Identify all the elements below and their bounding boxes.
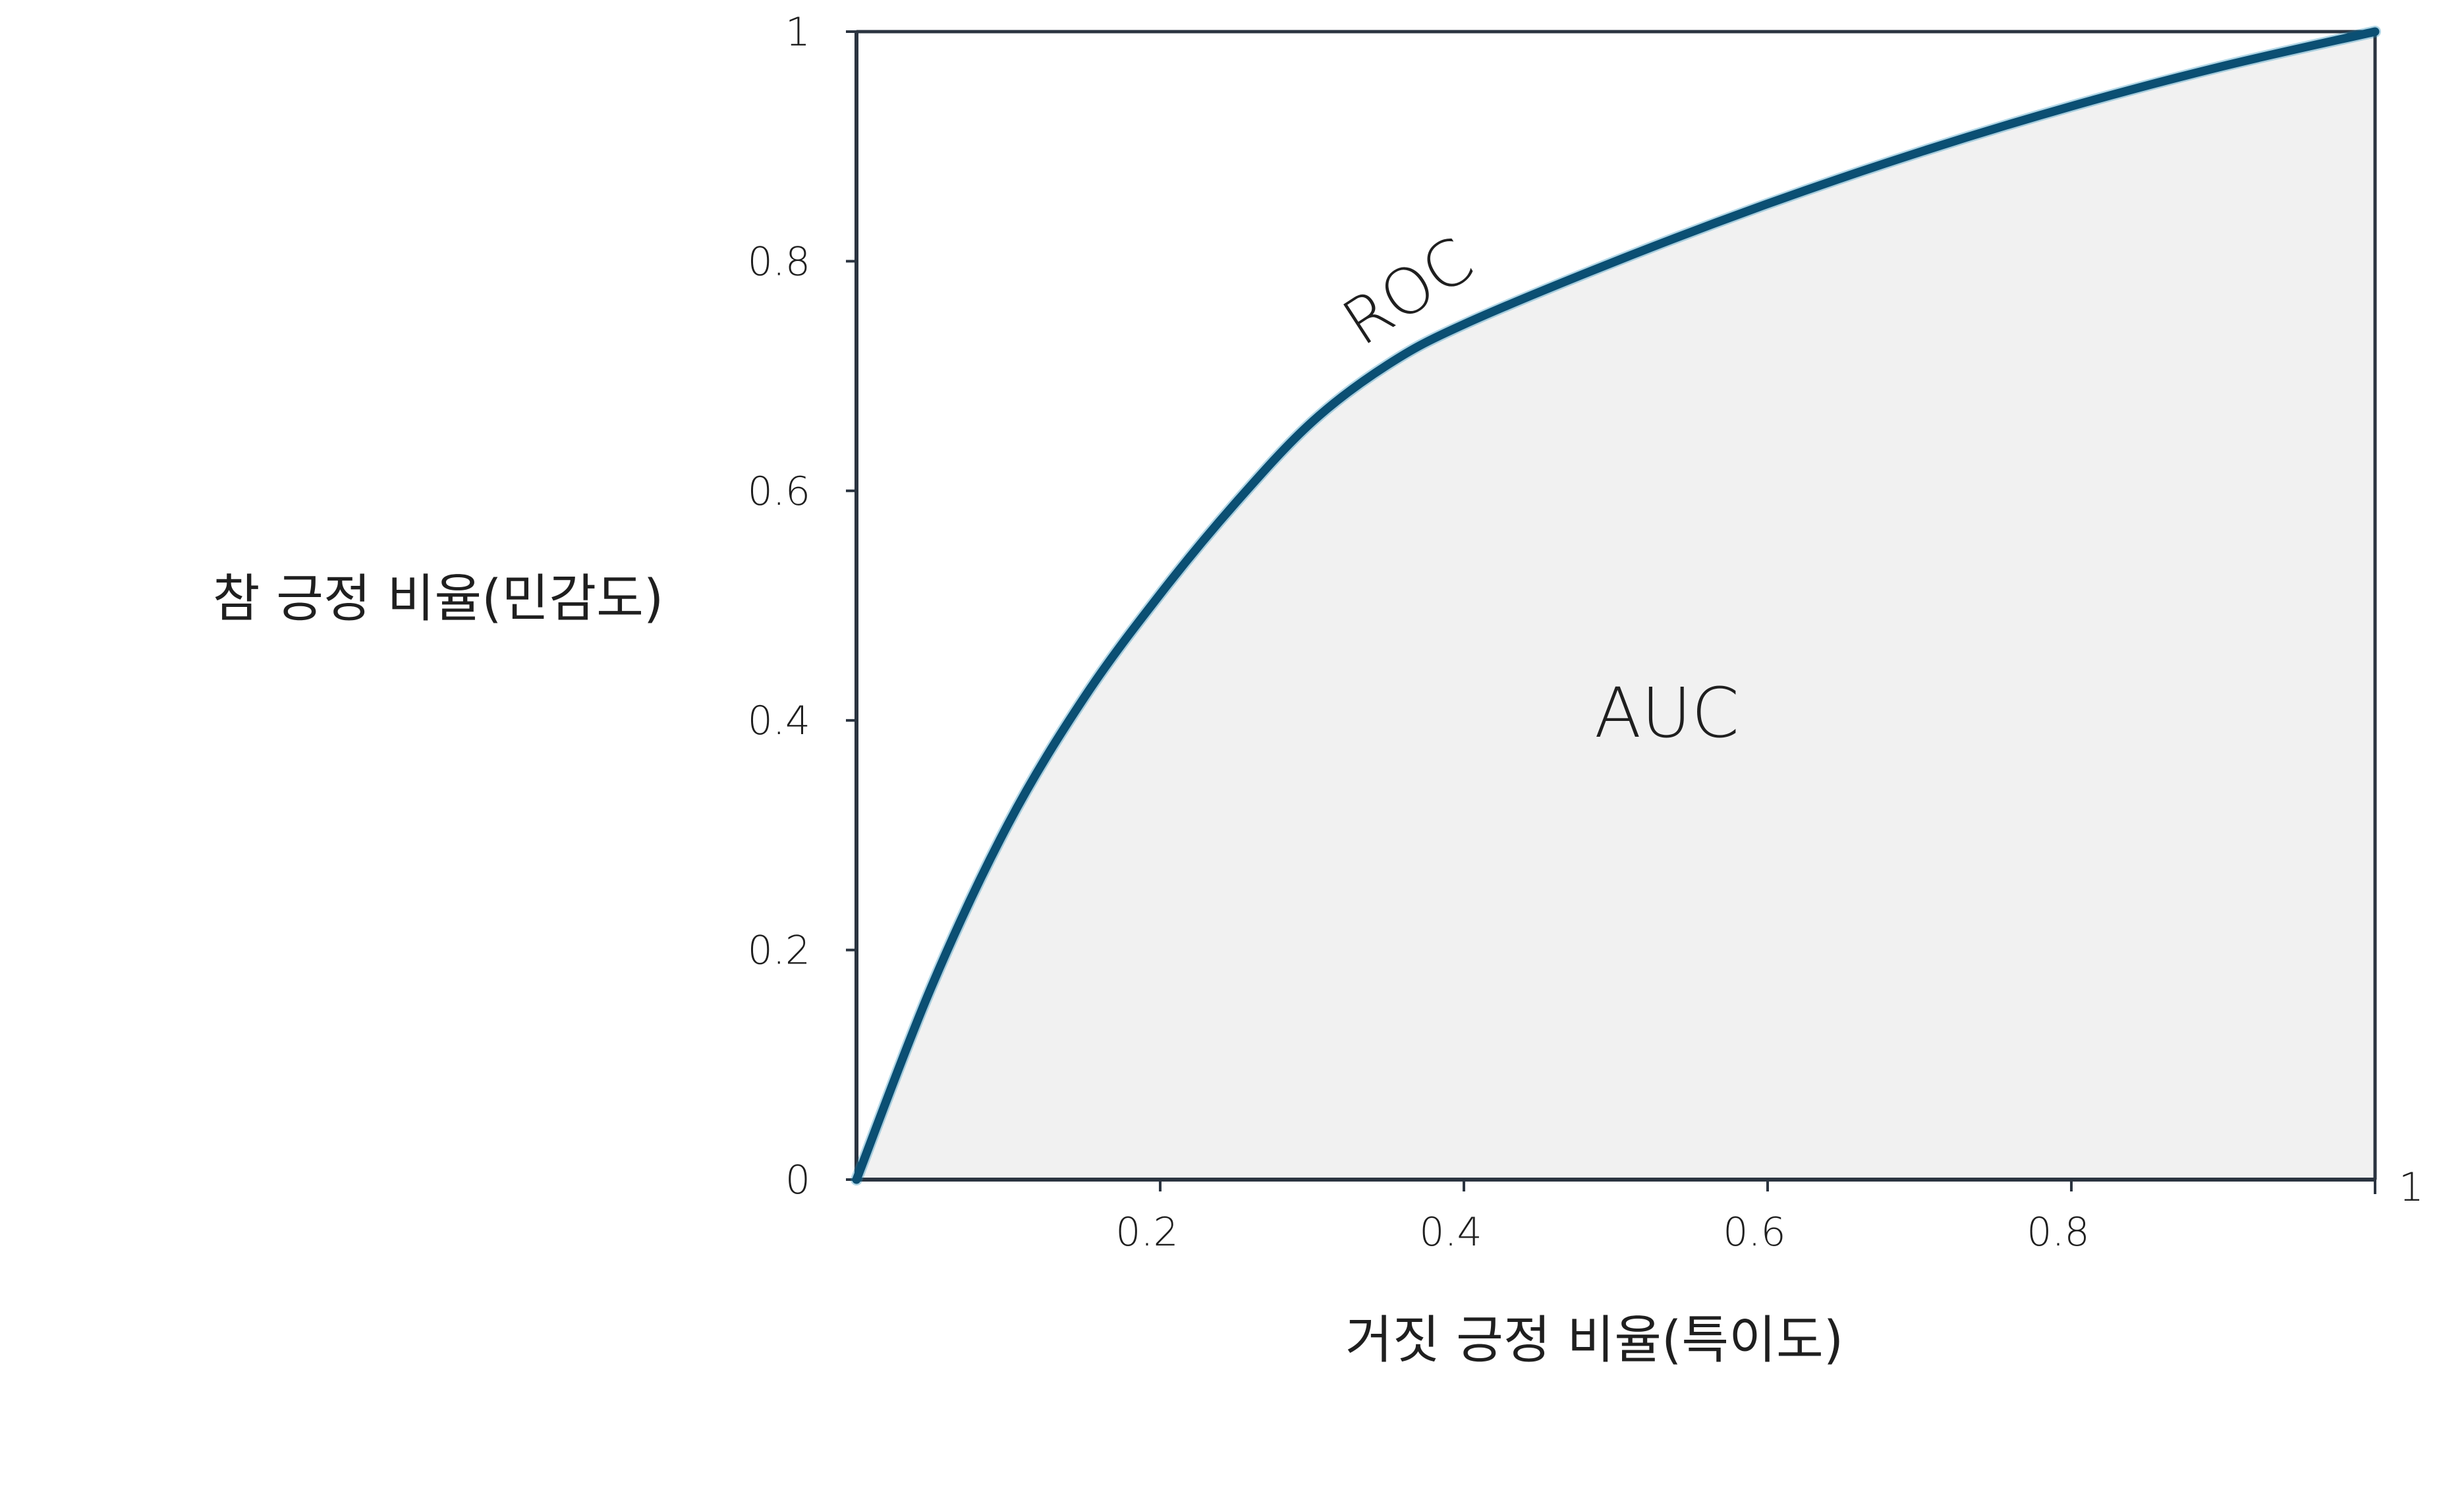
y-tick-label: 0.4 [748,698,810,744]
y-tick-label: 0.2 [748,928,810,974]
x-tick-label: 0.8 [2027,1209,2089,1255]
roc-curve [852,27,2380,1184]
auc-area-layer [856,32,2375,1180]
x-tick-label: 0.4 [1419,1209,1482,1255]
labels-layer: 참 긍정 비율(민감도) 거짓 긍정 비율(특이도) ROC AUC 00.20… [213,9,2424,1370]
plot-frame [854,30,2377,1182]
y-axis-title: 참 긍정 비율(민감도) [213,569,664,629]
x-tick-label: 0.2 [1115,1209,1178,1255]
y-tick-label: 0 [785,1157,810,1203]
x-tick-label: 0.6 [1723,1209,1785,1255]
x-axis-title: 거짓 긍정 비율(특이도) [1345,1311,1843,1370]
x-tick-label: 1 [2399,1164,2424,1211]
y-tick-label: 0.8 [748,239,810,285]
tick-marks [846,30,2376,1194]
y-tick-label: 0.6 [748,469,810,515]
roc-curve-layer [851,26,2381,1186]
auc-area-label: AUC [1594,673,1739,753]
auc-area [856,32,2375,1180]
y-tick-label: 1 [785,9,810,55]
